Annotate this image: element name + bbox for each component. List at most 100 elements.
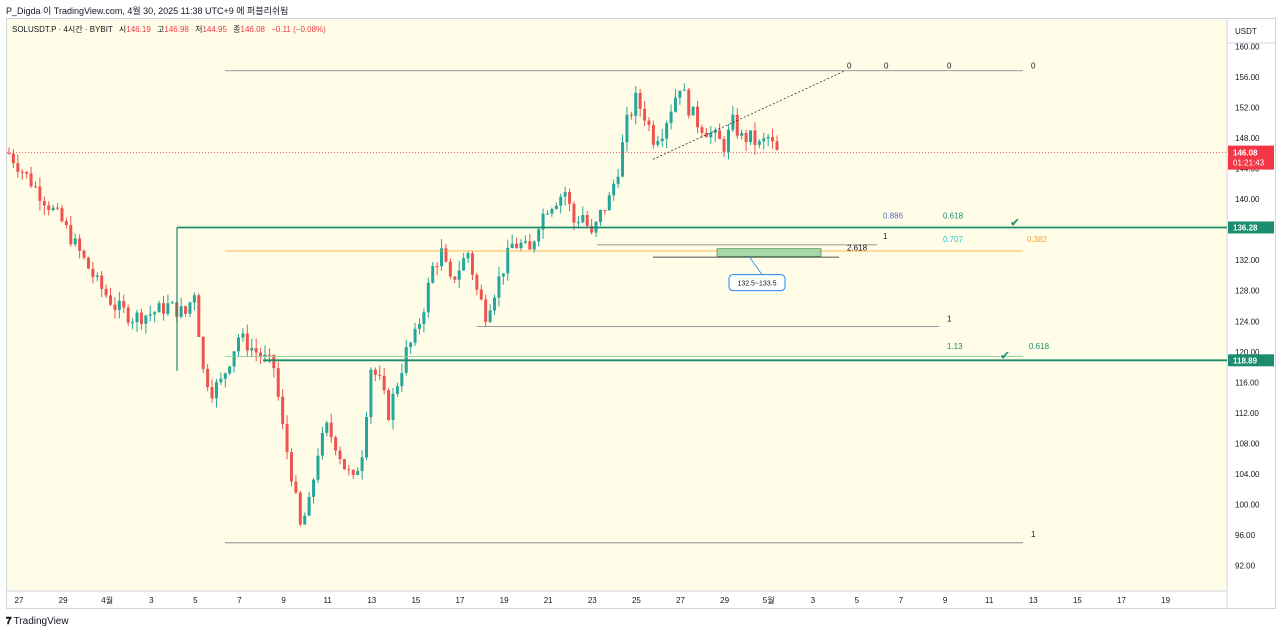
candle-body <box>342 459 346 470</box>
upper-level-tag-label: 136.28 <box>1233 223 1258 232</box>
candle-body <box>497 276 501 298</box>
candle-body <box>131 322 135 324</box>
candle-body <box>360 457 364 472</box>
candle-body <box>42 200 46 206</box>
trend-dotted-line <box>652 70 846 160</box>
callout-label: 132.5~133.5 <box>737 281 776 288</box>
fib-label: 1 <box>947 315 952 324</box>
y-tick-label: 100.00 <box>1235 501 1260 510</box>
candle-body <box>448 261 452 277</box>
high-value: 146.98 <box>164 25 189 34</box>
candle-body <box>86 257 90 269</box>
candle-body <box>510 243 514 249</box>
candle-body <box>470 253 474 275</box>
candle-body <box>126 307 130 323</box>
candle-body <box>307 496 311 516</box>
lower-level-tag-label: 118.89 <box>1233 356 1258 365</box>
fib-label: 0 <box>947 62 952 71</box>
y-tick-label: 152.00 <box>1235 103 1260 112</box>
x-tick-label: 3 <box>811 596 816 605</box>
candle-body <box>210 387 214 399</box>
low-label: 저 <box>195 25 203 34</box>
candle-body <box>338 450 342 460</box>
candle-body <box>33 186 37 188</box>
candle-body <box>488 310 492 323</box>
x-tick-label: 17 <box>1117 596 1126 605</box>
x-tick-label: 29 <box>720 596 729 605</box>
candle-body <box>484 299 488 323</box>
x-tick-label: 25 <box>632 596 641 605</box>
x-tick-label: 11 <box>985 596 994 605</box>
candle-body <box>576 222 580 224</box>
fib-label: 1.13 <box>947 342 963 351</box>
candle-body <box>56 207 60 209</box>
candle-body <box>501 273 505 277</box>
candle-body <box>713 130 717 134</box>
candle-body <box>113 304 117 310</box>
candle-body <box>479 289 483 300</box>
candle-body <box>294 481 298 493</box>
fib-label: 0 <box>884 62 889 71</box>
y-tick-label: 128.00 <box>1235 287 1260 296</box>
tradingview-logo[interactable]: 𝟕 TradingView <box>6 616 69 627</box>
candle-body <box>537 229 541 242</box>
candle-body <box>625 114 629 143</box>
candle-body <box>166 303 170 314</box>
candle-body <box>726 129 730 152</box>
candle-body <box>607 195 611 211</box>
candle-body <box>629 114 633 116</box>
candle-body <box>709 133 713 138</box>
candle-body <box>11 153 15 164</box>
candle-body <box>201 336 205 369</box>
candle-body <box>100 275 104 289</box>
candle-body <box>426 282 430 313</box>
chart-frame[interactable]: 27 29 4월 3 5 7 9 11 13 15 17 19 21 23 25 27 29 5월 3 5 7 9 11 13… <box>6 18 1276 609</box>
lower-level-tag <box>1228 354 1274 367</box>
candle-body <box>612 183 616 196</box>
candle-body <box>285 424 289 453</box>
candle-countdown: 01:21:43 <box>1233 159 1265 168</box>
x-tick-label: 3 <box>149 596 154 605</box>
candle-body <box>373 369 377 375</box>
candle-body <box>775 141 779 151</box>
fib-label: 0.707 <box>943 235 964 244</box>
candle-body <box>267 354 271 356</box>
x-tick-label: 17 <box>456 596 465 605</box>
candle-body <box>289 452 293 482</box>
candle-body <box>365 417 369 458</box>
candle-body <box>329 422 333 438</box>
candle-body <box>621 142 625 177</box>
x-tick-label: 7 <box>899 596 904 605</box>
candle-body <box>91 268 95 277</box>
candle-body <box>545 213 549 215</box>
candle-body <box>417 324 421 329</box>
candles-group <box>7 83 779 527</box>
fib-label: 0.382 <box>1027 235 1048 244</box>
x-tick-label: 9 <box>943 596 948 605</box>
symbol-legend: SOLUSDT.P · 4시간 · BYBIT 시146.19 고146.98 … <box>12 24 326 35</box>
candle-body <box>762 138 766 142</box>
candle-body <box>563 192 567 197</box>
fib-label: 1 <box>1031 530 1036 539</box>
publish-bar: P_Digda 이 TradingView.com, 4월 30, 2025 1… <box>0 0 1280 18</box>
check-icon: ✔ <box>1010 215 1020 229</box>
candle-body <box>325 422 329 433</box>
callout-box <box>728 274 786 292</box>
candle-body <box>179 306 183 317</box>
candle-body <box>391 393 395 420</box>
fib-label: 0.618 <box>1029 342 1050 351</box>
candle-body <box>139 312 143 324</box>
candle-body <box>245 333 249 351</box>
candle-body <box>153 312 157 315</box>
candle-body <box>682 89 686 91</box>
candle-body <box>250 348 254 351</box>
candle-body <box>122 300 126 308</box>
candle-body <box>718 130 722 139</box>
candle-body <box>704 132 708 138</box>
candle-body <box>117 300 121 310</box>
x-tick-label: 5 <box>855 596 860 605</box>
candle-body <box>369 369 373 418</box>
fib-label: 0 <box>847 62 852 71</box>
chart-canvas[interactable]: 27 29 4월 3 5 7 9 11 13 15 17 19 21 23 25 27 29 5월 3 5 7 9 11 13… <box>7 19 1275 608</box>
open-value: 146.19 <box>126 25 151 34</box>
